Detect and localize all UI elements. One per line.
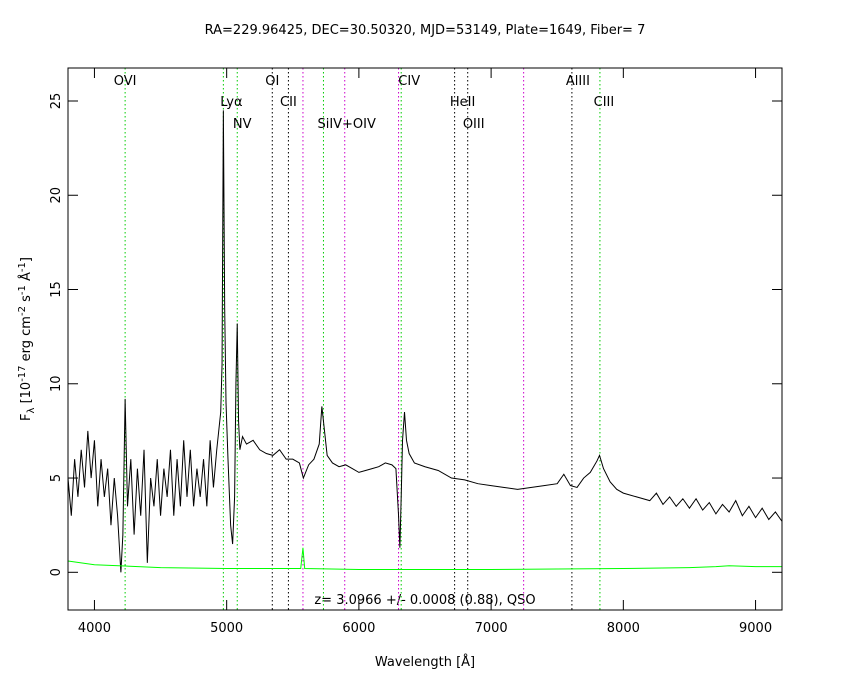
y-axis-label-part: F — [19, 413, 34, 420]
y-tick-label: 20 — [49, 187, 64, 204]
x-tick-label: 7000 — [475, 621, 508, 636]
line-label: AlIII — [566, 74, 590, 89]
y-axis-label-part: Å — [18, 272, 34, 285]
plot-frame — [67, 67, 783, 611]
line-label: SiIV+OIV — [317, 117, 376, 132]
y-axis-label-part: -2 — [17, 306, 28, 316]
y-tick-label: 5 — [49, 474, 64, 482]
y-axis-label: Fλ [10-17 erg cm-2 s-1 Å-1] — [17, 257, 37, 421]
line-label: OIII — [463, 117, 485, 132]
x-tick-label: 5000 — [210, 621, 243, 636]
chart-title: RA=229.96425, DEC=30.50320, MJD=53149, P… — [205, 23, 646, 38]
x-tick-label: 9000 — [739, 621, 772, 636]
line-label: NV — [233, 117, 252, 132]
y-axis-label-part: s — [19, 295, 34, 306]
y-axis-label-part: [10 — [19, 382, 34, 408]
line-label: Lyα — [220, 95, 242, 110]
spectrum-line — [67, 110, 783, 573]
spectrum-line — [67, 547, 782, 570]
y-axis-label-part: -1 — [17, 285, 28, 295]
line-label: OVI — [114, 74, 137, 89]
line-label: CII — [280, 95, 297, 110]
y-tick-label: 15 — [49, 281, 64, 298]
x-tick-label: 4000 — [78, 621, 111, 636]
line-label: CIII — [594, 95, 615, 110]
line-label: HeII — [450, 95, 475, 110]
x-axis-label: Wavelength [Å] — [375, 654, 475, 670]
line-label: CIV — [398, 74, 420, 89]
y-axis-label-part: -1 — [17, 262, 28, 272]
y-tick-label: 0 — [49, 568, 64, 576]
y-axis-label-part: -17 — [17, 365, 28, 381]
x-tick-label: 6000 — [342, 621, 375, 636]
x-tick-label: 8000 — [607, 621, 640, 636]
y-tick-label: 10 — [49, 376, 64, 393]
y-axis-label-part: ] — [19, 257, 34, 262]
line-label: OI — [265, 74, 279, 89]
y-axis-label-part: erg cm — [19, 316, 34, 365]
y-tick-label: 25 — [49, 93, 64, 110]
y-axis-label-part: λ — [26, 407, 37, 413]
annotation: z= 3.0966 +/- 0.0008 (0.88), QSO — [314, 593, 535, 608]
